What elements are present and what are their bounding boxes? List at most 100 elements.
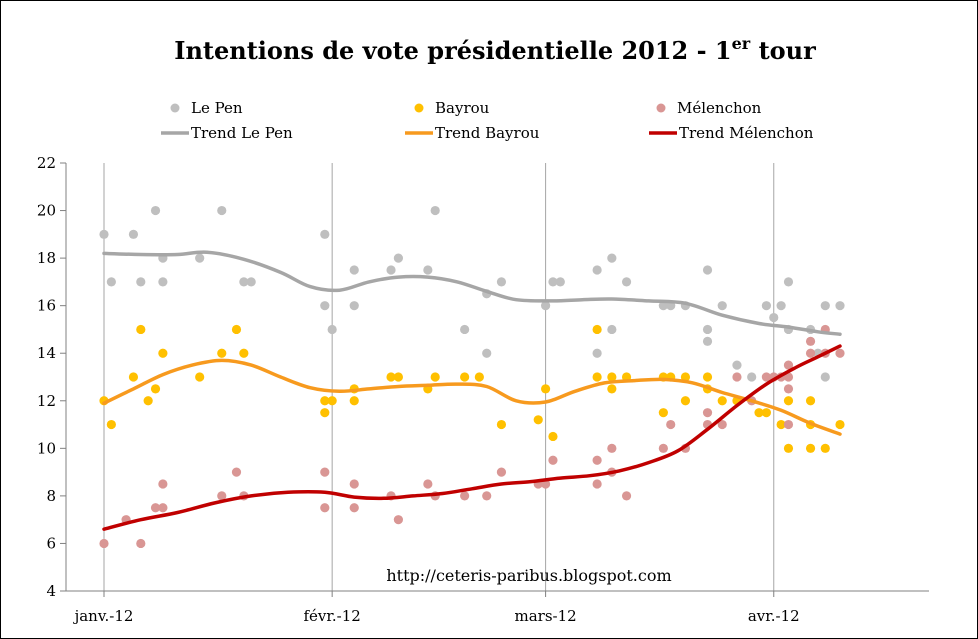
melenchon-point xyxy=(150,503,161,513)
melenchon-point xyxy=(158,503,168,513)
bayrou-point xyxy=(320,408,330,418)
le-pen-point xyxy=(769,312,779,323)
melenchon-point xyxy=(548,455,558,465)
le-pen-point xyxy=(776,301,786,311)
melenchon-point xyxy=(393,515,403,525)
legend-marker-melenchon xyxy=(656,103,666,113)
le-pen-point xyxy=(702,324,713,335)
bayrou-point xyxy=(702,372,713,382)
bayrou-point xyxy=(776,419,786,430)
le-pen-point xyxy=(99,229,109,239)
x-tick-label: févr.-12 xyxy=(303,607,360,625)
bayrou-point xyxy=(820,443,830,453)
bayrou-point xyxy=(592,372,602,382)
bayrou-point xyxy=(231,324,242,335)
le-pen-point xyxy=(128,229,139,239)
bayrou-point xyxy=(150,384,161,394)
legend-marker-le-pen xyxy=(170,103,180,113)
bayrou-point xyxy=(136,324,146,335)
le-pen-point xyxy=(548,277,558,287)
y-tick-label: 22 xyxy=(37,154,56,172)
le-pen-point xyxy=(702,265,713,275)
bayrou-point xyxy=(761,408,772,418)
bayrou-point xyxy=(680,396,691,406)
legend-label-trend-bayrou: Trend Bayrou xyxy=(435,124,540,142)
le-pen-point xyxy=(592,265,602,275)
le-pen-point xyxy=(541,301,551,311)
bayrou-point xyxy=(805,396,816,406)
x-axis-ticks: janv.-12 févr.-12 mars-12 avr.-12 xyxy=(73,591,800,625)
le-pen-point xyxy=(106,277,116,287)
bayrou-point xyxy=(835,419,845,430)
legend-label-melenchon: Mélenchon xyxy=(677,99,762,117)
le-pen-point xyxy=(555,277,565,287)
bayrou-point xyxy=(783,443,794,453)
melenchon-point xyxy=(158,479,168,489)
melenchon-point xyxy=(783,372,794,382)
le-pen-point xyxy=(820,372,830,382)
le-pen-point xyxy=(607,253,617,263)
melenchon-point xyxy=(460,491,470,501)
melenchon-point xyxy=(702,408,713,418)
bayrou-point xyxy=(592,324,602,335)
le-pen-point xyxy=(246,277,256,287)
y-tick-label: 8 xyxy=(46,487,56,505)
bayrou-point xyxy=(548,431,558,442)
le-pen-point xyxy=(327,324,337,335)
melenchon-point xyxy=(835,348,845,358)
x-tick-label: mars-12 xyxy=(514,607,576,625)
le-pen-point xyxy=(820,301,830,311)
melenchon-point xyxy=(349,479,359,489)
bayrou-point xyxy=(460,372,470,382)
le-pen-point xyxy=(761,301,772,311)
bayrou-point xyxy=(158,348,168,358)
y-tick-label: 18 xyxy=(37,249,56,267)
melenchon-point xyxy=(805,336,816,346)
le-pen-point xyxy=(702,336,713,346)
bayrou-point xyxy=(430,372,440,382)
bayrou-point xyxy=(474,372,484,382)
bayrou-point xyxy=(533,415,543,425)
le-pen-point xyxy=(150,205,161,216)
le-pen-point xyxy=(239,277,249,287)
melenchon-point xyxy=(783,360,794,370)
le-pen-point xyxy=(320,301,330,311)
bayrou-point xyxy=(805,443,816,453)
bayrou-point xyxy=(496,419,507,430)
melenchon-point xyxy=(666,419,676,430)
y-tick-label: 4 xyxy=(46,582,56,600)
melenchon-point xyxy=(496,467,507,477)
trend-le-pen-line xyxy=(102,250,842,336)
melenchon-point xyxy=(320,467,330,477)
y-tick-label: 20 xyxy=(37,202,56,220)
bayrou-point xyxy=(607,372,617,382)
bayrou-point xyxy=(128,372,139,382)
melenchon-point xyxy=(732,372,742,382)
y-axis-ticks: 4 6 8 10 12 14 16 18 20 22 xyxy=(37,154,66,600)
bayrou-point xyxy=(239,348,249,358)
melenchon-point xyxy=(482,491,492,501)
le-pen-point xyxy=(592,348,602,358)
melenchon-point xyxy=(349,503,359,513)
le-pen-point xyxy=(158,277,168,287)
bayrou-point xyxy=(783,396,794,406)
legend-label-le-pen: Le Pen xyxy=(191,99,243,117)
x-tick-label: janv.-12 xyxy=(73,607,134,625)
legend-label-bayrou: Bayrou xyxy=(435,99,490,117)
le-pen-point xyxy=(217,205,227,216)
le-pen-point xyxy=(349,265,359,275)
melenchon-point xyxy=(761,372,772,382)
legend-marker-bayrou xyxy=(414,103,424,113)
y-tick-label: 6 xyxy=(46,534,56,552)
legend-label-trend-le-pen: Trend Le Pen xyxy=(191,124,293,142)
le-pen-point xyxy=(717,301,727,311)
melenchon-point xyxy=(783,419,794,430)
le-pen-point xyxy=(835,301,845,311)
bayrou-point xyxy=(754,408,764,418)
y-tick-label: 16 xyxy=(37,297,56,315)
bayrou-point xyxy=(658,408,668,418)
le-pen-point xyxy=(747,372,757,382)
trend-lines xyxy=(102,250,842,531)
trend-bayrou-line xyxy=(102,358,842,436)
